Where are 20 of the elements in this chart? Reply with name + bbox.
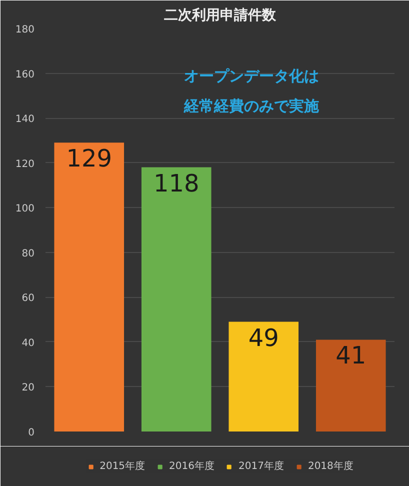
annotation: オープンデータ化は経常経費のみで実施 bbox=[182, 66, 320, 116]
y-tick-label: 60 bbox=[22, 293, 35, 304]
data-label: 129 bbox=[66, 144, 112, 173]
data-label: 49 bbox=[248, 324, 279, 352]
chart-title: 二次利用申請件数 bbox=[164, 6, 277, 24]
legend-label: 2017年度 bbox=[238, 460, 284, 473]
data-label: 41 bbox=[336, 342, 366, 370]
y-tick-label: 140 bbox=[15, 114, 35, 126]
y-tick-label: 20 bbox=[22, 382, 35, 394]
y-tick-label: 80 bbox=[22, 248, 35, 260]
y-tick-label: 0 bbox=[28, 428, 35, 438]
legend-label: 2016年度 bbox=[169, 460, 214, 473]
legend-label: 2018年度 bbox=[308, 460, 354, 473]
y-tick-label: 180 bbox=[15, 24, 35, 36]
y-tick-label: 100 bbox=[15, 204, 35, 215]
y-tick-label: 40 bbox=[22, 338, 35, 349]
y-tick-label: 160 bbox=[15, 69, 35, 80]
y-tick-label: 120 bbox=[15, 158, 35, 170]
data-label: 118 bbox=[153, 169, 200, 198]
legend-label: 2015年度 bbox=[100, 460, 146, 473]
